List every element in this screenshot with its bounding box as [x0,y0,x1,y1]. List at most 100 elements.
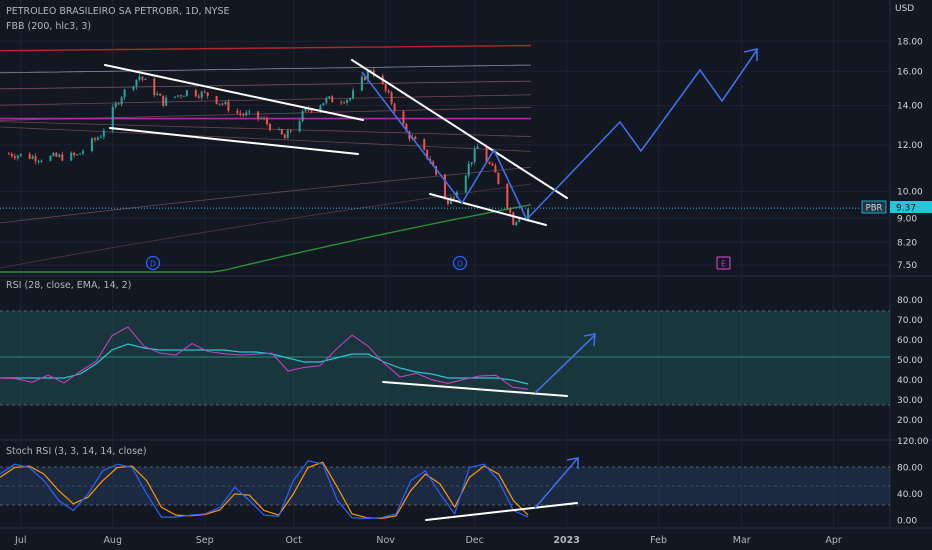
candle-body [174,96,177,98]
candle [467,160,470,179]
fbb-indicator-label[interactable]: FBB (200, hlc3, 3) [6,21,92,32]
candle [206,92,209,99]
candle [280,128,283,136]
candle-body [319,105,322,112]
time-axis-label: Oct [285,535,302,546]
candle [310,109,313,114]
time-axis[interactable]: Jul Aug Sep Oct Nov Dec 2023 Feb Mar Apr [14,535,842,546]
candle [328,95,331,100]
candle-body [7,153,10,155]
candle-body [352,90,355,99]
candle-body [159,93,162,96]
candle [491,161,494,166]
candle-body [239,112,242,114]
candle [283,133,286,139]
candle-body [82,151,85,154]
event-marker-dividend-2[interactable]: D [452,255,468,271]
candle-body [123,89,126,98]
fibonacci-band-line [0,204,532,273]
last-price-symbol: PBR [866,204,883,214]
candle-body [387,90,390,93]
candle [518,218,521,223]
candle-body [257,111,260,119]
rsi-projection-arrowhead [583,333,596,347]
symbol-title[interactable]: PETROLEO BRASILEIRO SA PETROBR, 1D, NYSE [6,6,230,17]
candle-body [283,134,286,139]
rsi-axis[interactable]: 80.00 70.00 60.00 50.00 40.00 30.00 20.00 [897,296,923,426]
price-tick-label: 10.00 [897,188,923,198]
candle [239,109,242,117]
rsi-trendline[interactable] [382,381,568,397]
candle [452,195,455,200]
candle-body [61,154,64,161]
candle-body [346,99,349,103]
candle [331,95,334,103]
candle [277,127,280,131]
price-axis[interactable]: 18.00 16.00 14.00 12.00 10.00 9.00 8.20 7.50 [897,37,923,271]
candle [70,151,73,162]
candle [174,96,177,99]
candle [245,109,248,117]
stoch-tick-label: 120.00 [897,437,929,447]
price-tick-label: 14.00 [897,102,923,112]
time-axis-label: Jul [14,535,26,546]
time-axis-label: Feb [650,535,667,546]
candle-body [206,92,209,97]
candle [102,128,105,140]
candle [132,85,135,92]
candle [266,116,268,127]
rsi-projection-arrow[interactable] [534,334,596,394]
candle-body [49,155,52,161]
candlesticks [7,67,530,227]
trendline-lower-left [109,127,359,155]
candle-body [31,156,34,159]
candle-body [464,175,467,193]
candle [153,76,156,98]
stoch-axis[interactable]: 120.00 80.00 40.00 0.00 [897,437,929,526]
candle-body [322,103,325,106]
candle [221,102,224,106]
candle [114,101,117,109]
candle-body [79,153,82,155]
candle-body [444,174,446,199]
rsi-tick-label: 50.00 [897,356,923,366]
event-marker-earnings[interactable]: E [716,256,731,270]
rsi-band [0,311,890,405]
candle-body [153,78,156,96]
candle [144,78,147,80]
candle-body [384,84,387,91]
trendlines[interactable] [104,59,568,226]
candle-body [349,98,352,100]
time-axis-label: Dec [465,535,483,546]
candle-body [248,111,251,113]
stoch-projection-arrowhead [566,457,579,469]
candle [322,103,325,106]
candle [203,89,206,94]
candle-body [114,103,117,107]
candle [260,116,263,120]
candle [179,94,182,99]
candle-body [470,162,473,164]
rsi-lines [0,326,529,390]
candle [194,88,197,98]
candle [135,79,138,90]
event-marker-dividend-1[interactable]: D [145,255,161,271]
candle-body [405,123,408,132]
stoch-projection-arrow[interactable] [534,458,578,509]
stoch-trendline[interactable] [425,502,578,521]
candle-body [402,111,405,124]
stoch-indicator-label[interactable]: Stoch RSI (3, 3, 14, 14, close) [6,446,147,457]
candle [200,90,203,101]
candle [218,103,221,106]
candle [49,155,52,162]
rsi-tick-label: 30.00 [897,396,923,406]
projection-forward-path[interactable] [527,49,758,219]
candle-body [452,197,455,199]
rsi-indicator-label[interactable]: RSI (28, close, EMA, 14, 2) [6,280,132,291]
fibonacci-bands [0,44,532,273]
candle [325,96,328,105]
projection-path[interactable] [361,71,528,220]
candle [13,153,16,161]
candle-body [73,152,76,156]
